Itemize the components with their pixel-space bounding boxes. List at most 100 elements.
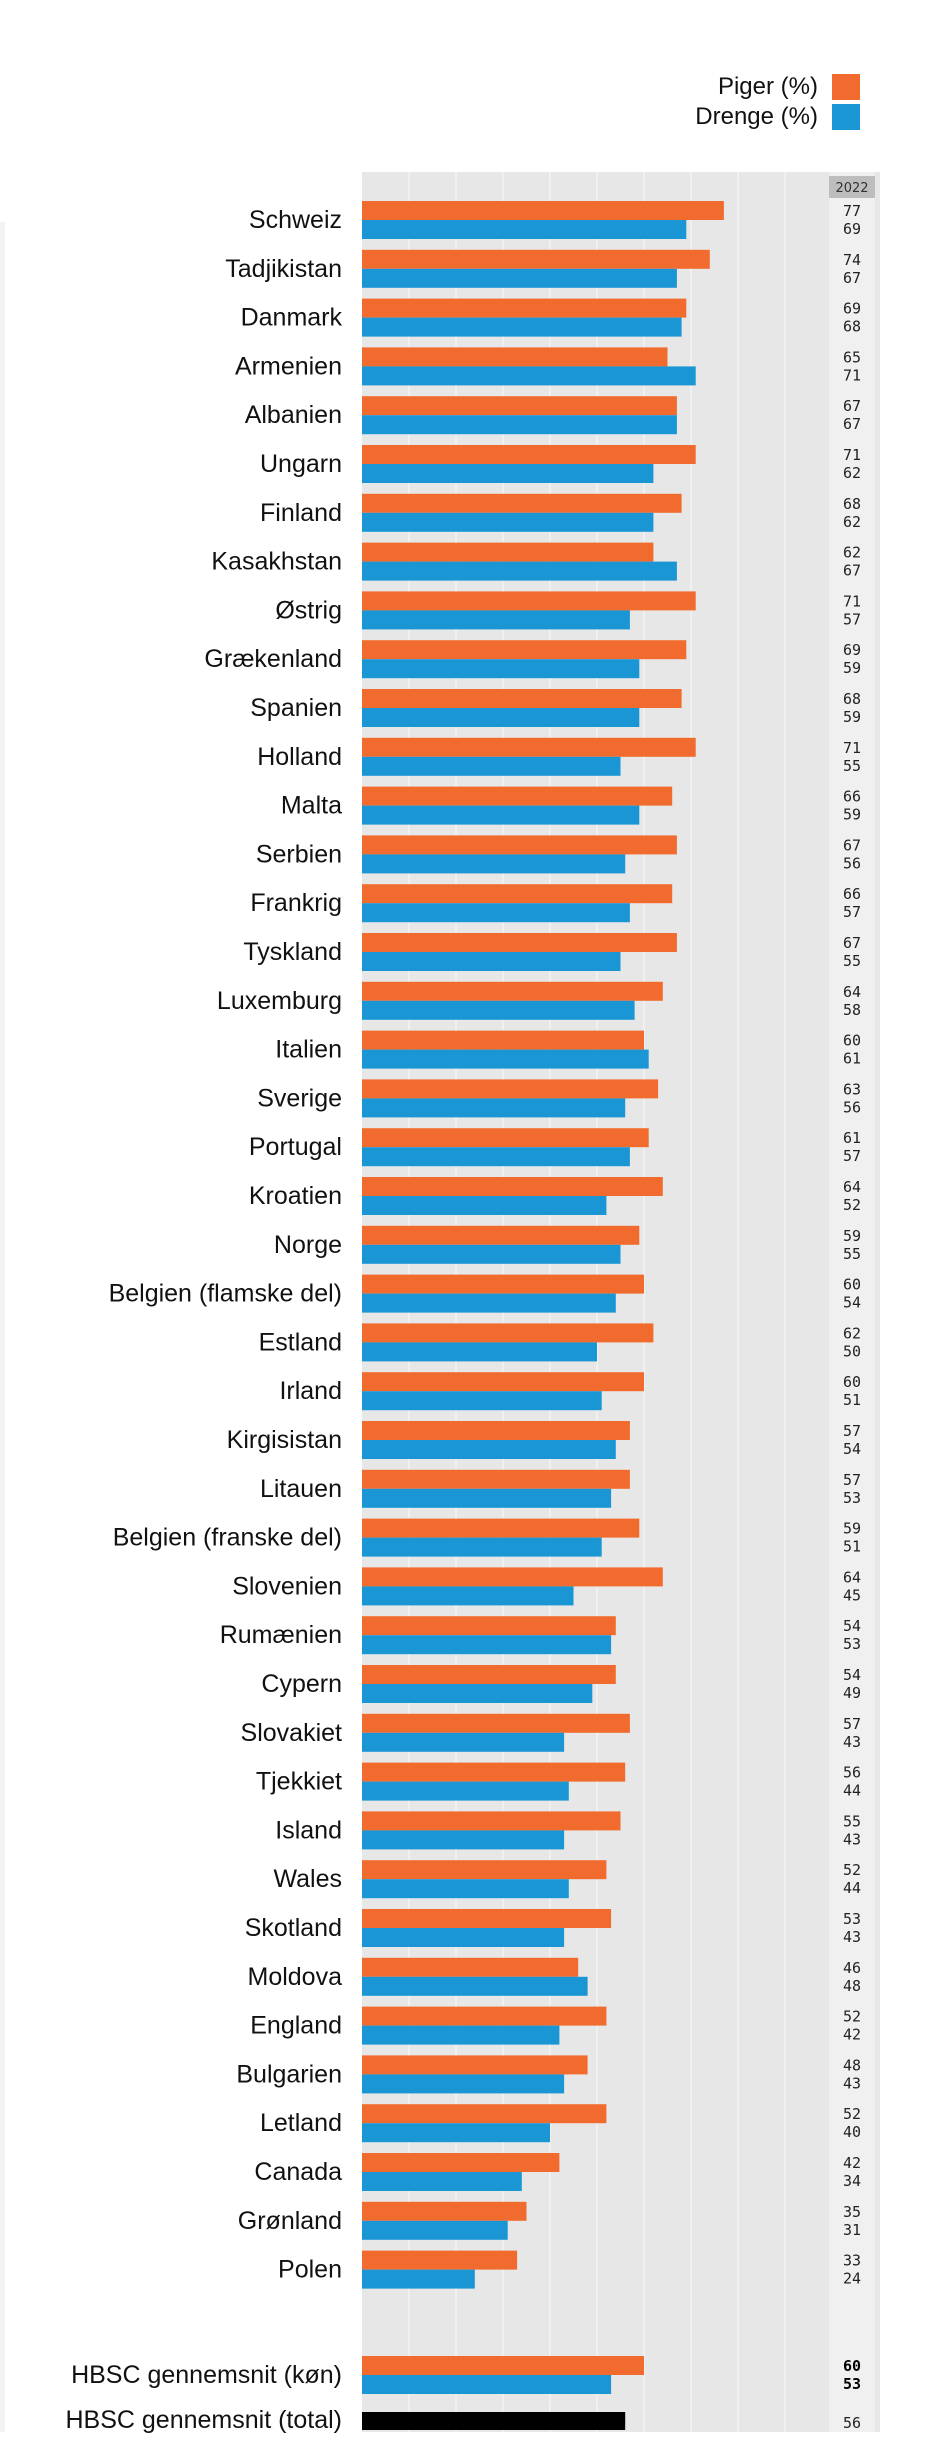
avg-boys-bar bbox=[362, 2375, 612, 2394]
girls-bar bbox=[362, 445, 696, 464]
avg-total-bar bbox=[362, 2412, 626, 2430]
country-label: Bulgarien bbox=[236, 2060, 342, 2088]
boys-bar bbox=[362, 1830, 565, 1850]
boys-value: 59 bbox=[843, 708, 861, 726]
girls-bar bbox=[362, 1860, 607, 1880]
boys-value: 58 bbox=[843, 1001, 861, 1019]
boys-value: 44 bbox=[843, 1782, 861, 1800]
boys-bar bbox=[362, 1684, 593, 1703]
year-header bbox=[829, 176, 875, 198]
girls-value: 57 bbox=[843, 1422, 861, 1440]
boys-bar bbox=[362, 1488, 612, 1508]
girls-bar bbox=[362, 1177, 663, 1196]
girls-bar bbox=[362, 1909, 612, 1928]
girls-bar bbox=[362, 542, 654, 562]
boys-bar bbox=[362, 2123, 550, 2143]
girls-bar bbox=[362, 1128, 649, 1148]
girls-value: 69 bbox=[843, 641, 861, 659]
country-label: Litauen bbox=[260, 1475, 342, 1503]
girls-value: 71 bbox=[843, 592, 861, 610]
boys-value: 51 bbox=[843, 1391, 861, 1409]
girls-bar bbox=[362, 1225, 640, 1245]
girls-bar bbox=[362, 201, 724, 220]
boys-bar bbox=[362, 1586, 574, 1606]
boys-bar bbox=[362, 464, 654, 483]
country-label: Luxemburg bbox=[217, 987, 342, 1015]
girls-value: 56 bbox=[843, 1764, 861, 1782]
girls-bar bbox=[362, 493, 682, 513]
girls-bar bbox=[362, 981, 663, 1001]
legend-girls-swatch bbox=[832, 74, 860, 100]
boys-value: 55 bbox=[843, 757, 861, 775]
boys-value: 48 bbox=[843, 1977, 861, 1995]
boys-value: 42 bbox=[843, 2026, 861, 2044]
girls-value: 57 bbox=[843, 1471, 861, 1489]
avg-boys-value: 53 bbox=[843, 2375, 861, 2393]
boys-bar bbox=[362, 1147, 630, 1167]
country-label: Portugal bbox=[249, 1133, 342, 1161]
legend-boys-swatch bbox=[832, 104, 860, 130]
girls-bar bbox=[362, 298, 687, 318]
boys-value: 57 bbox=[843, 1147, 861, 1165]
boys-value: 69 bbox=[843, 220, 861, 238]
boys-bar bbox=[362, 1000, 635, 1020]
boys-value: 51 bbox=[843, 1538, 861, 1556]
boys-value: 57 bbox=[843, 903, 861, 921]
country-label: Wales bbox=[273, 1865, 342, 1893]
value-column bbox=[829, 172, 875, 2432]
girls-bar bbox=[362, 1567, 663, 1587]
girls-bar bbox=[362, 737, 696, 757]
girls-value: 62 bbox=[843, 1324, 861, 1342]
country-label: Irland bbox=[279, 1377, 342, 1405]
country-label: Tjekkiet bbox=[256, 1768, 342, 1796]
boys-value: 59 bbox=[843, 659, 861, 677]
country-label: Grækenland bbox=[204, 645, 342, 673]
boys-bar bbox=[362, 903, 630, 923]
girls-bar bbox=[362, 347, 668, 367]
boys-bar bbox=[362, 805, 640, 825]
country-label: England bbox=[250, 2012, 342, 2040]
boys-value: 49 bbox=[843, 1684, 861, 1702]
girls-value: 35 bbox=[843, 2203, 861, 2221]
boys-bar bbox=[362, 1635, 612, 1655]
boys-bar bbox=[362, 1928, 565, 1947]
girls-bar bbox=[362, 2250, 518, 2270]
country-label: Canada bbox=[254, 2158, 342, 2186]
country-label: Estland bbox=[259, 1328, 342, 1356]
girls-value: 61 bbox=[843, 1129, 861, 1147]
girls-value: 59 bbox=[843, 1520, 861, 1538]
boys-value: 50 bbox=[843, 1342, 861, 1360]
country-label: Belgien (franske del) bbox=[113, 1524, 342, 1552]
girls-bar bbox=[362, 1762, 626, 1782]
girls-bar bbox=[362, 689, 682, 708]
girls-bar bbox=[362, 640, 687, 660]
avg-total-value: 56 bbox=[843, 2414, 861, 2432]
boys-bar bbox=[362, 2172, 522, 2191]
country-label: Tyskland bbox=[243, 938, 342, 966]
girls-value: 71 bbox=[843, 446, 861, 464]
country-label: Finland bbox=[260, 499, 342, 527]
left-edge-strip bbox=[0, 222, 5, 2432]
country-label: Holland bbox=[257, 743, 342, 771]
boys-bar bbox=[362, 610, 630, 630]
boys-value: 59 bbox=[843, 806, 861, 824]
girls-value: 54 bbox=[843, 1666, 861, 1684]
